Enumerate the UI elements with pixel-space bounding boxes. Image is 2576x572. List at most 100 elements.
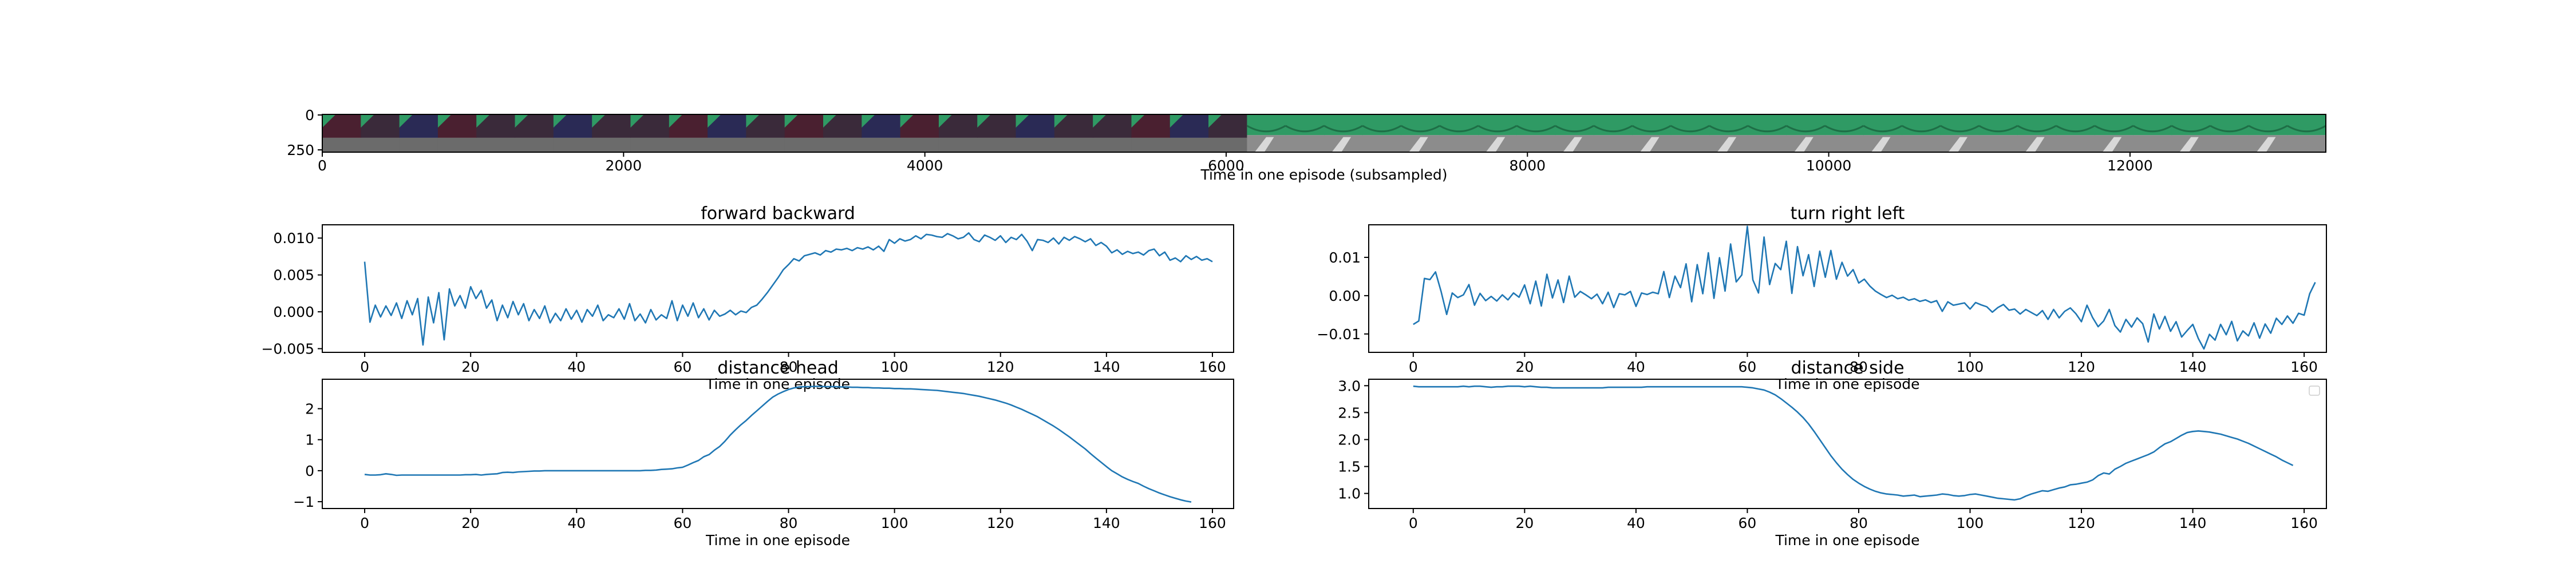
filmstrip-xtick-label: 4000: [907, 157, 943, 174]
x-tick-label: 80: [1850, 359, 1868, 375]
x-tick-label: 60: [1739, 515, 1757, 531]
filmstrip-xtick-label: 0: [318, 157, 327, 174]
chart-turn-right-left: 0 20 40 60 80 100 120 140 160 0.01 0.00 −0.01 turn r…: [1317, 204, 2327, 392]
filmstrip-frame-border: [322, 114, 2326, 153]
filmstrip-xtick-label: 6000: [1208, 157, 1244, 174]
y-tick-label: 3.0: [1338, 378, 1361, 394]
x-tick-label: 80: [780, 359, 798, 375]
filmstrip-frame: [1555, 114, 1594, 152]
x-axis-label: Time in one episode: [705, 532, 850, 549]
y-tick-label: 1: [305, 432, 314, 448]
plot-frame: [322, 224, 1234, 353]
filmstrip-frame: [977, 114, 1017, 152]
filmstrip-frames: [322, 114, 2326, 152]
filmstrip-frame: [476, 114, 516, 152]
filmstrip-frame: [1901, 114, 1941, 152]
x-tick-label: 120: [2068, 515, 2095, 531]
y-tick-label: 0.000: [273, 304, 314, 320]
plot-frame: [1368, 224, 2327, 353]
filmstrip-frame: [399, 114, 438, 152]
filmstrip-frame: [1824, 114, 1864, 152]
filmstrip-frame: [437, 114, 477, 152]
filmstrip-frame: [1439, 114, 1479, 152]
x-tick-label: 40: [1627, 515, 1645, 531]
filmstrip-frame: [746, 114, 785, 152]
filmstrip-frame: [1670, 114, 1710, 152]
filmstrip-xtick-label: 2000: [606, 157, 642, 174]
filmstrip-frame: [1016, 114, 1055, 152]
x-axis-label: Time in one episode: [1775, 376, 1919, 392]
filmstrip-frame: [1170, 114, 1209, 152]
x-axis-label: Time in one episode: [1775, 532, 1919, 549]
y-tick-label: 0: [305, 463, 314, 479]
chart-forward-backward: 0 20 40 60 80 100 120 140 160 0.010 0.005 0.000 −0.0…: [261, 204, 1234, 392]
x-tick-label: 120: [987, 359, 1014, 375]
filmstrip-frame: [2017, 114, 2057, 152]
filmstrip-frame: [2056, 114, 2095, 152]
filmstrip-frame: [2210, 114, 2250, 152]
x-tick-label: 20: [1515, 515, 1534, 531]
filmstrip-frame: [1863, 114, 1903, 152]
filmstrip-frame: [1285, 114, 1325, 152]
y-tick-label: 1.5: [1338, 459, 1361, 475]
filmstrip-yticks: 0 250: [287, 107, 322, 158]
filmstrip-xtick-label: 10000: [1806, 157, 1852, 174]
filmstrip-frame: [322, 114, 361, 152]
y-tick-label: 2: [305, 400, 314, 417]
plot-frame: [1368, 379, 2327, 509]
filmstrip-frame: [1631, 114, 1672, 152]
filmstrip-frame: [630, 114, 670, 152]
filmstrip-frame: [862, 114, 901, 152]
filmstrip-frame: [2248, 114, 2288, 152]
x-tick-label: 140: [1093, 359, 1120, 375]
filmstrip-frame: [361, 114, 400, 152]
filmstrip-frame: [2094, 114, 2134, 152]
filmstrip-frame: [708, 114, 746, 152]
x-tick-label: 60: [1739, 359, 1757, 375]
x-tick-label: 140: [2179, 515, 2207, 531]
x-tick-label: 20: [461, 359, 480, 375]
filmstrip-frame: [1054, 114, 1093, 152]
y-tick-label: −0.01: [1317, 326, 1361, 343]
y-tick-label: −1: [293, 494, 314, 510]
y-tick-label: 0.010: [273, 230, 314, 247]
filmstrip-frame: [1131, 114, 1171, 152]
filmstrip-frame: [938, 114, 978, 152]
filmstrip-frame: [900, 114, 939, 152]
filmstrip-frame: [2171, 114, 2211, 152]
y-tick-label: 2.0: [1338, 431, 1361, 448]
filmstrip-frame: [1940, 114, 1980, 152]
x-tick-label: 60: [673, 515, 692, 531]
filmstrip-frame: [1362, 114, 1402, 152]
filmstrip-frame: [592, 114, 631, 152]
x-tick-label: 20: [1515, 359, 1534, 375]
x-tick-label: 160: [1199, 359, 1226, 375]
filmstrip-frame: [1785, 114, 1826, 152]
x-tick-label: 100: [881, 515, 908, 531]
filmstrip-ytick-label: 0: [305, 107, 314, 124]
x-tick-label: 60: [673, 359, 692, 375]
chart-title: distance head: [717, 358, 839, 378]
filmstrip-frame: [1747, 114, 1787, 152]
y-tick-label: 0.005: [273, 267, 314, 284]
x-tick-label: 160: [2290, 359, 2318, 375]
x-tick-label: 80: [780, 515, 798, 531]
filmstrip-frame: [823, 114, 862, 152]
chart-title: distance side: [1791, 358, 1904, 378]
chart-title: forward backward: [701, 204, 855, 224]
filmstrip-frame: [2286, 114, 2326, 152]
y-tick-label: 0.01: [1329, 249, 1361, 266]
x-axis-label: Time in one episode: [705, 376, 850, 392]
filmstrip-frame: [1978, 114, 2018, 152]
plot-frame: [322, 379, 1234, 509]
filmstrip-xticks: 0 2000 4000 6000 8000 10000 12000: [318, 152, 2153, 174]
chart-title: turn right left: [1791, 204, 1905, 224]
filmstrip-frame: [1400, 114, 1440, 152]
filmstrip-xlabel: Time in one episode (subsampled): [1200, 166, 1447, 183]
filmstrip-frame: [1208, 114, 1247, 152]
series-line: [1413, 225, 2316, 350]
x-tick-label: 140: [2179, 359, 2207, 375]
x-tick-label: 0: [1409, 515, 1418, 531]
x-tick-label: 0: [1409, 359, 1418, 375]
